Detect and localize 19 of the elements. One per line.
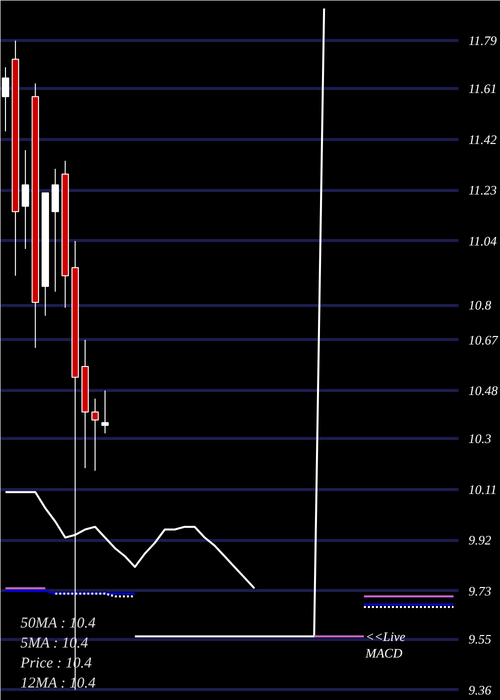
y-tick-label: 11.79 [468,33,498,48]
y-tick-label: 10.3 [468,431,492,446]
annotation: <<Live MACD [364,628,406,660]
y-tick-label: 11.23 [468,182,498,198]
y-tick-label: 10.8 [468,298,492,313]
y-tick-label: 9.36 [468,682,492,698]
y-tick-label: 11.42 [468,132,498,147]
candlestick [101,390,109,434]
y-tick-label: 9.73 [468,583,492,598]
y-tick-label: 9.55 [468,632,492,647]
candlestick [91,398,99,472]
candlestick [2,66,10,132]
y-tick-label: 11.04 [468,233,498,248]
candlestick [22,150,30,250]
y-tick-label: 9.92 [468,532,492,548]
y-tick-label: 10.67 [468,332,498,348]
y-tick-label: 10.11 [468,482,497,497]
y-tick-label: 10.48 [468,383,498,398]
y-tick-label: 11.61 [468,81,497,96]
